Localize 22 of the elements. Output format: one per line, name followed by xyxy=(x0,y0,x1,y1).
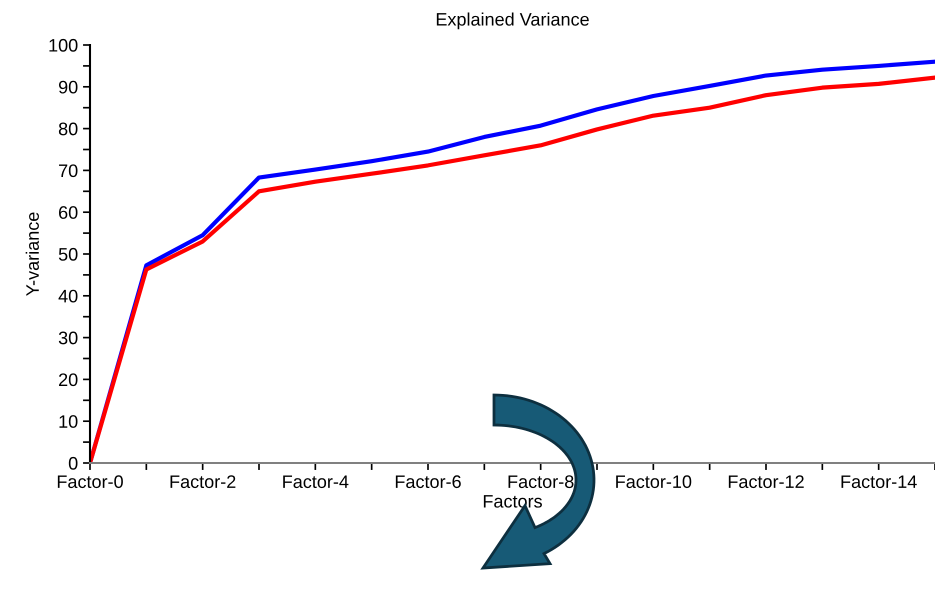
x-tick-label: Factor-6 xyxy=(396,475,461,488)
x-tick-label: Factor-4 xyxy=(283,475,348,488)
y-tick-label: 0 xyxy=(68,456,78,470)
y-tick-label: 40 xyxy=(58,290,78,303)
x-tick-label: Factor-8 xyxy=(508,475,574,488)
y-tick-label: 70 xyxy=(59,164,78,178)
x-tick-label: Factor-10 xyxy=(616,475,692,488)
y-tick-label: 20 xyxy=(59,373,78,386)
chart-title: Explained Variance xyxy=(436,12,589,30)
y-tick-label: 30 xyxy=(58,332,78,344)
y-axis-title: Y-variance xyxy=(26,212,39,296)
y-tick-label: 50 xyxy=(58,248,78,261)
x-tick-label: Factor-0 xyxy=(58,475,123,488)
y-tick-label: 80 xyxy=(58,122,78,136)
y-tick-label: 60 xyxy=(59,206,78,219)
x-tick-label: Factor-12 xyxy=(728,475,804,488)
y-tick-label: 90 xyxy=(58,80,78,94)
y-tick-label: 100 xyxy=(49,38,78,52)
x-tick-label: Factor-14 xyxy=(842,475,917,488)
y-tick-label: 10 xyxy=(59,415,78,428)
x-tick-label: Factor-2 xyxy=(170,475,236,488)
x-axis-title: Factors xyxy=(484,495,542,508)
